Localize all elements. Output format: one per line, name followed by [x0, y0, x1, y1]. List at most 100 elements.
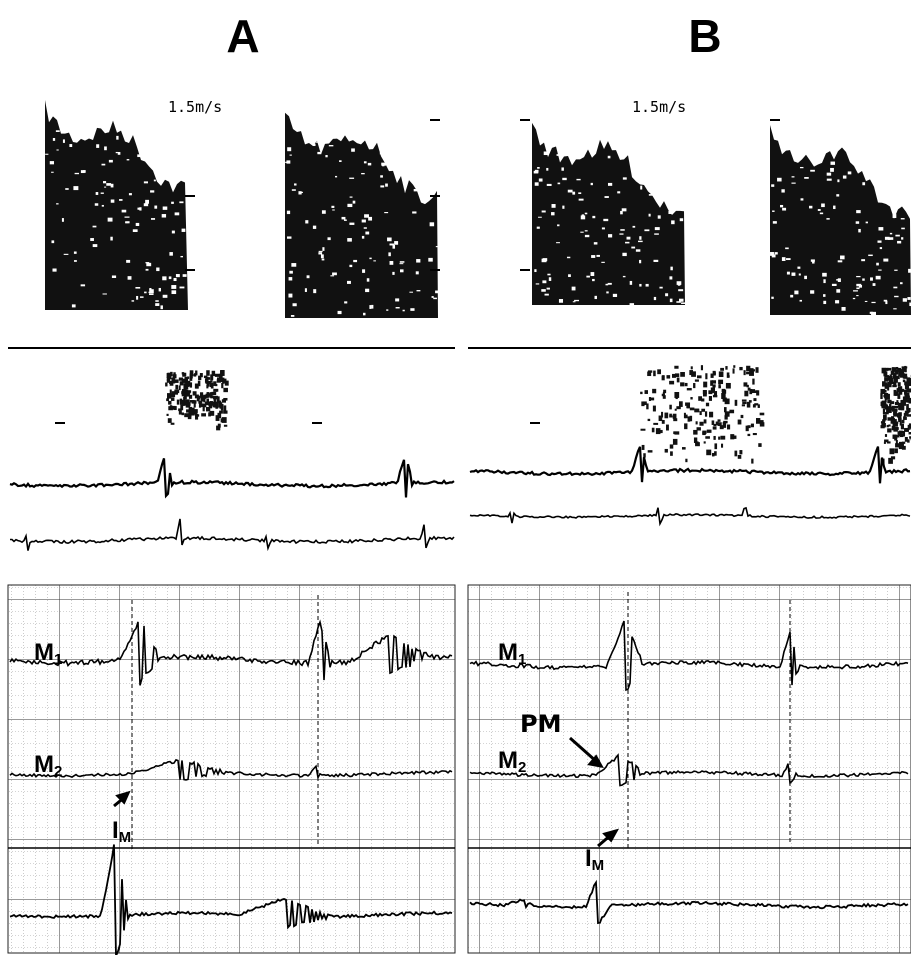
doppler-speckle — [901, 366, 906, 371]
doppler-speckle — [721, 393, 726, 400]
speckle — [179, 286, 185, 289]
speckle — [901, 227, 905, 230]
doppler-speckle — [905, 395, 910, 400]
doppler-speckle — [653, 370, 656, 377]
speckle — [654, 233, 659, 235]
doppler-speckle — [904, 367, 907, 373]
speckle — [110, 183, 114, 188]
doppler-speckle — [712, 426, 717, 430]
doppler-speckle — [896, 413, 901, 418]
doppler-speckle — [889, 448, 895, 455]
doppler-speckle — [698, 396, 703, 401]
doppler-speckle — [886, 441, 891, 444]
speckle — [667, 154, 672, 158]
speckle — [169, 178, 174, 182]
speckle — [887, 237, 891, 240]
speckle — [96, 144, 100, 148]
doppler-speckle — [647, 370, 653, 373]
speckle — [557, 182, 561, 185]
speckle — [878, 167, 881, 171]
doppler-speckle — [193, 373, 198, 376]
speckle — [56, 203, 59, 205]
speckle — [797, 266, 801, 269]
speckle — [562, 177, 567, 181]
doppler-speckle — [712, 395, 718, 398]
speckle — [847, 171, 852, 175]
speckle — [414, 146, 420, 151]
speckle — [145, 199, 149, 204]
doppler-speckle — [190, 410, 195, 416]
speckle — [285, 161, 288, 163]
speckle — [812, 260, 815, 264]
doppler-speckle — [889, 379, 894, 385]
doppler-speckle — [896, 375, 900, 380]
speckle — [292, 303, 297, 307]
speckle — [115, 151, 118, 154]
speckle — [162, 276, 167, 281]
label-sub: M — [592, 857, 605, 874]
speckle — [171, 172, 175, 177]
doppler-speckle — [737, 454, 742, 459]
speckle — [557, 224, 560, 227]
speckle — [125, 221, 130, 224]
speckle — [607, 155, 611, 159]
speckle — [868, 254, 873, 257]
doppler-speckle — [706, 429, 712, 433]
doppler-speckle — [222, 378, 227, 383]
speckle — [318, 250, 323, 252]
speckle — [305, 220, 309, 224]
doppler-speckle — [201, 413, 207, 417]
speckle — [364, 214, 369, 218]
doppler-speckle — [219, 410, 223, 414]
doppler-speckle — [759, 412, 765, 416]
doppler-speckle — [662, 395, 666, 399]
speckle — [856, 210, 861, 214]
doppler-speckle — [202, 395, 206, 400]
speckle — [61, 218, 64, 222]
speckle — [571, 286, 576, 291]
doppler-speckle — [640, 391, 643, 395]
doppler-speckle — [215, 404, 218, 409]
speckle — [821, 203, 825, 208]
doppler-speckle — [212, 401, 216, 408]
label-main: M — [498, 747, 518, 774]
doppler-speckle — [686, 405, 690, 408]
speckle — [862, 278, 865, 281]
speckle — [137, 207, 142, 210]
speckle — [322, 247, 325, 251]
speckle — [435, 290, 440, 294]
doppler-speckle — [887, 417, 892, 421]
speckle — [400, 142, 406, 147]
doppler-speckle — [210, 395, 214, 399]
doppler-speckle — [167, 393, 172, 399]
speckle — [568, 274, 571, 278]
speckle — [124, 216, 130, 218]
doppler-speckle — [694, 379, 699, 382]
speckle — [892, 214, 897, 218]
doppler-speckle — [884, 434, 888, 437]
speckle — [347, 280, 351, 284]
speckle — [153, 179, 156, 182]
speckle — [287, 147, 292, 152]
doppler-speckle — [903, 373, 908, 377]
doppler-speckle — [885, 367, 889, 371]
speckle — [891, 155, 896, 158]
doppler-speckle — [178, 408, 182, 415]
speckle — [126, 159, 130, 161]
speckle — [361, 235, 365, 239]
doppler-speckle — [676, 377, 680, 383]
speckle — [578, 198, 584, 201]
doppler-speckle — [746, 365, 751, 372]
doppler-speckle — [757, 404, 760, 408]
doppler-speckle — [641, 444, 645, 450]
doppler-signal — [770, 125, 911, 315]
speckle — [872, 283, 876, 286]
speckle — [55, 130, 60, 132]
doppler-speckle — [722, 397, 727, 402]
doppler-signal — [285, 112, 438, 319]
speckle — [104, 146, 107, 151]
doppler-signal — [45, 100, 188, 311]
doppler-speckle — [178, 377, 183, 381]
speckle — [876, 262, 879, 266]
doppler-speckle — [703, 381, 708, 388]
